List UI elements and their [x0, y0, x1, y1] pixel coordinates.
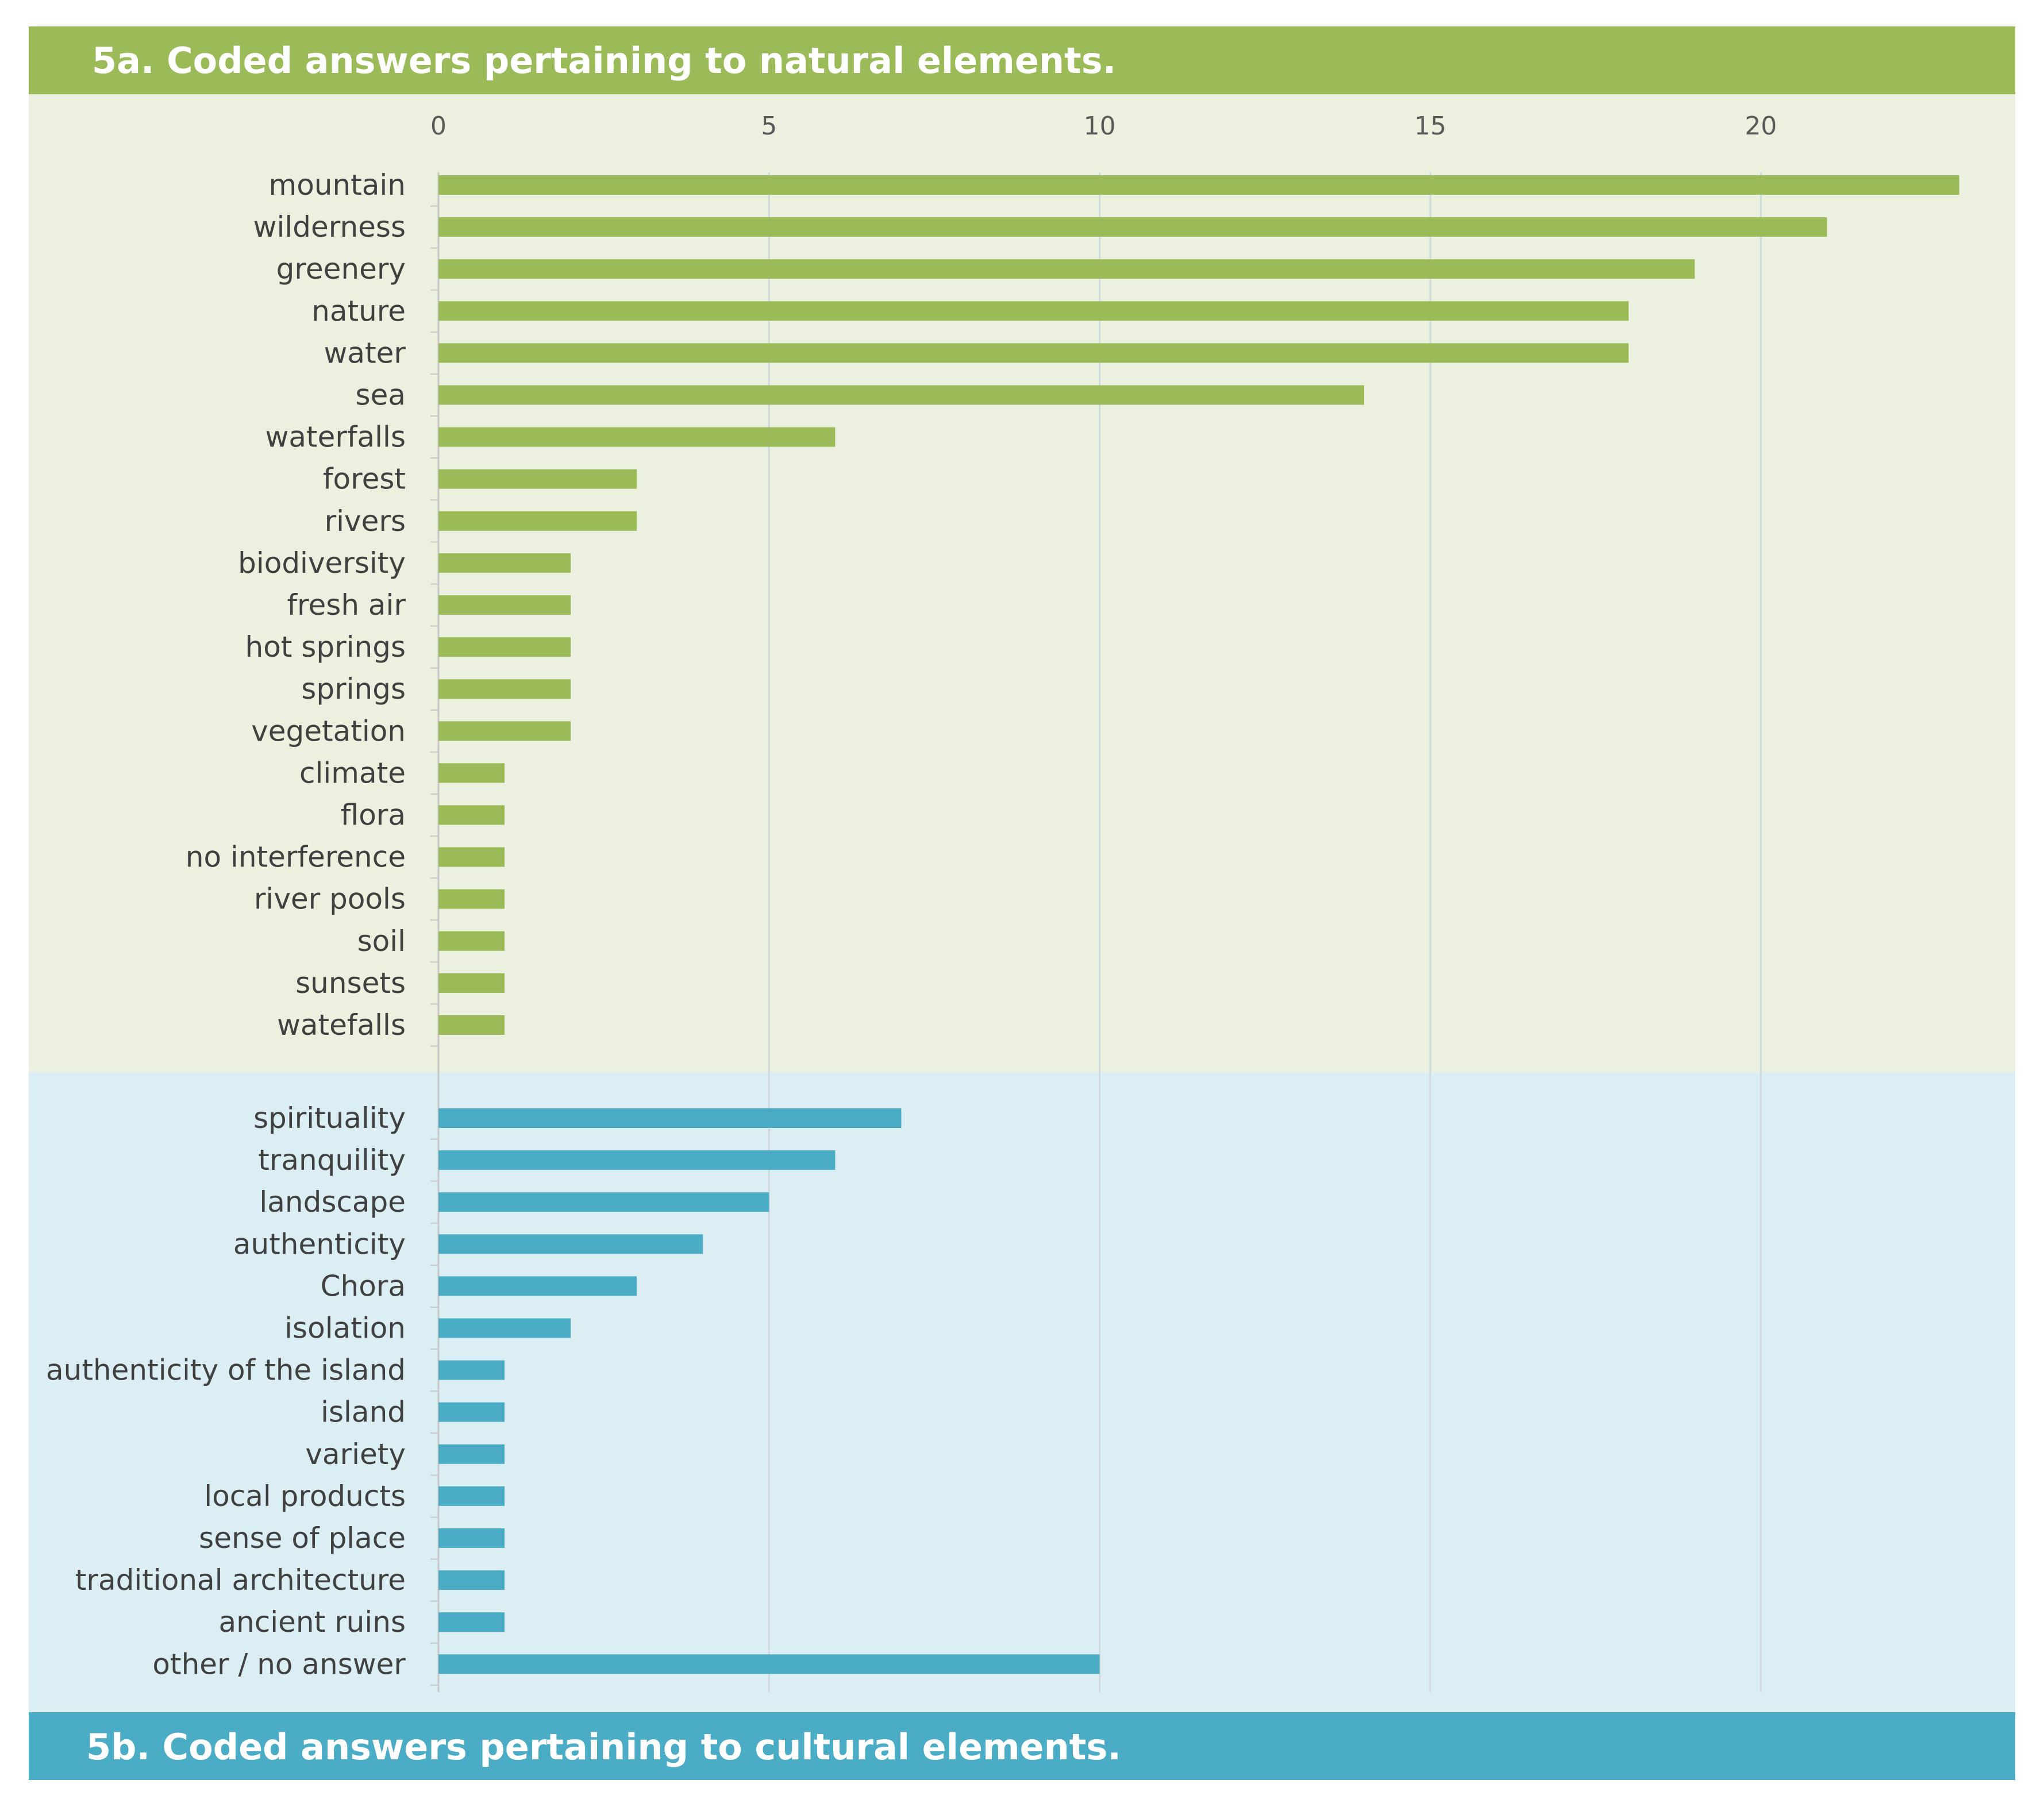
category-label-waterfalls: waterfalls [265, 421, 406, 454]
category-label-sunsets: sunsets [295, 966, 406, 1000]
bar-local-products [438, 1486, 505, 1506]
x-tick-label-15: 15 [1414, 111, 1446, 141]
category-label-spirituality: spirituality [253, 1101, 406, 1135]
bar-watefalls [438, 1015, 505, 1035]
category-label-no-interference: no interference [186, 841, 406, 874]
bar-wilderness [438, 217, 1827, 237]
bar-biodiversity [438, 553, 571, 573]
category-label-local-products: local products [204, 1480, 406, 1513]
bar-soil [438, 931, 505, 951]
category-label-other-no-answer: other / no answer [152, 1647, 406, 1681]
bar-authenticity [438, 1234, 703, 1254]
cultural-panel-background [29, 1072, 2015, 1712]
category-label-wilderness: wilderness [253, 210, 406, 244]
bar-springs [438, 679, 571, 699]
category-label-mountain: mountain [268, 168, 406, 202]
category-labels: mountain wilderness greenery nature water sea… [46, 168, 406, 1681]
category-label-forest: forest [323, 463, 406, 496]
category-label-springs: springs [301, 672, 406, 706]
category-label-traditional-architecture: traditional architecture [75, 1563, 406, 1597]
natural-chart-title: 5a. Coded answers pertaining to natural … [92, 40, 1116, 82]
natural-panel-background [29, 26, 2015, 1072]
category-label-tranquility: tranquility [258, 1143, 406, 1177]
bar-island [438, 1402, 505, 1422]
bar-variety [438, 1444, 505, 1464]
bar-hot-springs [438, 637, 571, 657]
bar-water [438, 343, 1629, 363]
category-label-river-pools: river pools [254, 883, 406, 916]
bar-ancient-ruins [438, 1612, 505, 1632]
bar-tranquility [438, 1150, 836, 1170]
category-label-biodiversity: biodiversity [238, 546, 406, 580]
category-label-sense-of-place: sense of place [199, 1521, 406, 1555]
category-label-isolation: isolation [284, 1312, 406, 1345]
category-label-ancient-ruins: ancient ruins [218, 1605, 406, 1639]
natural-title-banner [29, 26, 2015, 94]
bar-sense-of-place [438, 1528, 505, 1548]
x-tick-label-10: 10 [1084, 111, 1116, 141]
category-label-landscape: landscape [259, 1185, 406, 1219]
category-label-vegetation: vegetation [251, 714, 406, 748]
category-label-watefalls: watefalls [277, 1008, 406, 1042]
bar-waterfalls [438, 427, 836, 447]
bar-fresh-air [438, 595, 571, 615]
bar-no-interference [438, 847, 505, 867]
category-label-climate: climate [299, 756, 406, 789]
bar-flora [438, 805, 505, 825]
category-label-variety: variety [305, 1438, 406, 1471]
category-label-sea: sea [356, 379, 406, 412]
x-tick-label-20: 20 [1745, 111, 1777, 141]
bars [438, 175, 1960, 1674]
category-label-island: island [321, 1396, 406, 1429]
bar-spirituality [438, 1108, 902, 1128]
bar-other-no-answer [438, 1654, 1100, 1674]
category-label-rivers: rivers [325, 504, 406, 538]
category-label-hot-springs: hot springs [245, 630, 406, 664]
bar-mountain [438, 175, 1960, 195]
bar-chora [438, 1276, 637, 1296]
gridlines [430, 172, 1762, 1692]
category-label-authenticity-of-the-island: authenticity of the island [46, 1354, 406, 1387]
cultural-chart-title: 5b. Coded answers pertaining to cultural… [86, 1726, 1121, 1768]
bar-forest [438, 469, 637, 489]
bar-rivers [438, 511, 637, 531]
bar-sunsets [438, 973, 505, 993]
bar-isolation [438, 1318, 571, 1338]
bar-climate [438, 763, 505, 783]
category-label-flora: flora [341, 799, 406, 832]
category-label-nature: nature [311, 294, 406, 328]
bar-greenery [438, 259, 1695, 279]
category-label-water: water [324, 336, 406, 369]
category-label-chora: Chora [321, 1269, 406, 1303]
category-label-soil: soil [357, 924, 406, 958]
bar-nature [438, 301, 1629, 321]
x-tick-label-5: 5 [761, 111, 777, 141]
bar-vegetation [438, 721, 571, 741]
x-tick-label-0: 0 [430, 111, 446, 141]
category-label-greenery: greenery [276, 252, 406, 286]
bar-traditional-architecture [438, 1570, 505, 1590]
bar-landscape [438, 1192, 769, 1212]
category-label-fresh-air: fresh air [287, 588, 406, 622]
category-label-authenticity: authenticity [233, 1227, 406, 1261]
bar-sea [438, 385, 1364, 405]
cultural-title-banner [29, 1712, 2015, 1780]
bar-authenticity-of-the-island [438, 1360, 505, 1380]
x-axis: 0 5 10 15 20 [430, 111, 1777, 141]
bar-river-pools [438, 889, 505, 909]
